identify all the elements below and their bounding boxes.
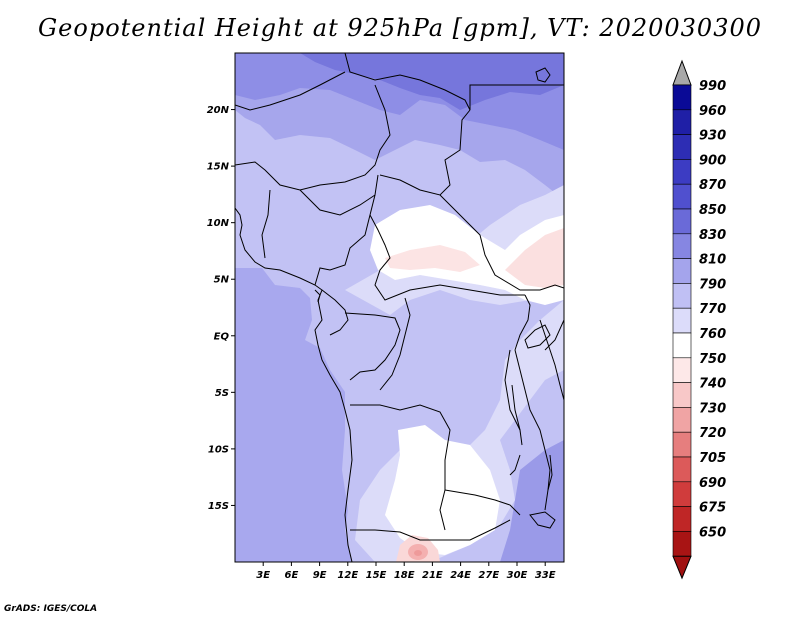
field-750-east <box>505 228 564 288</box>
lat-tick-label: 10N <box>207 218 230 229</box>
field-east-830 <box>500 440 564 562</box>
colorbar-swatch <box>672 481 692 507</box>
colorbar-label: 760 <box>699 327 726 342</box>
field-750-north <box>385 245 480 272</box>
map-title: Geopotential Height at 925hPa [gpm], VT:… <box>38 14 762 42</box>
longitude-axis: 3E 6E 9E 12E 15E 18E 21E 24E 27E 30E 33E <box>256 562 556 581</box>
colorbar-label: 770 <box>699 302 726 317</box>
field-north-850 <box>300 53 564 110</box>
lat-tick-label: 5S <box>215 388 229 399</box>
map-plot-area <box>235 53 564 562</box>
colorbar-swatch <box>672 258 692 284</box>
colorbar-label: 740 <box>699 377 726 392</box>
colorbar-label: 690 <box>699 476 726 491</box>
colorbar: 990 960 930 900 870 850 830 810 790 770 760 750 740 7… <box>672 59 726 580</box>
lon-tick-label: 18E <box>394 570 415 581</box>
colorbar-swatch <box>672 382 692 408</box>
colorbar-swatch <box>672 183 692 210</box>
colorbar-swatch <box>672 283 692 309</box>
grads-credit: GrADS: IGES/COLA <box>4 604 98 614</box>
lat-tick-label: 15N <box>207 162 230 173</box>
lon-tick-label: 12E <box>337 570 358 581</box>
colorbar-label: 650 <box>699 525 726 540</box>
lat-tick-label: 10S <box>208 444 229 455</box>
colorbar-swatch <box>672 431 692 458</box>
colorbar-swatch <box>672 109 692 135</box>
lon-tick-label: 6E <box>285 570 299 581</box>
field-730-spot <box>414 550 422 556</box>
colorbar-label: 790 <box>699 277 726 292</box>
colorbar-bottom-arrow <box>672 555 692 580</box>
colorbar-label: 850 <box>699 203 726 218</box>
colorbar-label: 870 <box>699 178 726 193</box>
lon-tick-label: 3E <box>256 570 270 581</box>
latitude-axis: 20N 15N 10N 5N EQ 5S 10S 15S <box>207 105 235 512</box>
lon-tick-label: 33E <box>535 570 556 581</box>
colorbar-swatch <box>672 332 692 359</box>
field-790-patch <box>425 312 470 380</box>
colorbar-swatch <box>672 357 692 383</box>
lat-tick-label: 5N <box>214 275 230 286</box>
colorbar-swatch <box>672 407 692 433</box>
colorbar-swatch <box>672 134 692 160</box>
colorbar-swatch <box>672 456 692 483</box>
colorbar-swatch <box>672 208 692 235</box>
colorbar-label: 830 <box>699 228 726 243</box>
field-ocean-810 <box>235 268 352 562</box>
field-760-south <box>385 425 500 555</box>
colorbar-label: 705 <box>699 451 726 466</box>
colorbar-swatch <box>672 531 692 557</box>
colorbar-swatch <box>672 159 692 185</box>
lon-tick-label: 27E <box>478 570 499 581</box>
colorbar-swatch <box>672 233 692 259</box>
colorbar-top-arrow <box>672 59 692 86</box>
lat-tick-label: 20N <box>207 105 230 116</box>
colorbar-label: 990 <box>699 79 726 94</box>
lat-tick-label: 15S <box>208 501 229 512</box>
lat-tick-label: EQ <box>214 331 230 342</box>
colorbar-swatch <box>672 307 692 334</box>
colorbar-label: 675 <box>699 501 726 516</box>
lon-tick-label: 30E <box>507 570 528 581</box>
colorbar-label: 900 <box>699 153 726 168</box>
colorbar-label: 730 <box>699 401 726 416</box>
colorbar-label: 750 <box>699 352 726 367</box>
colorbar-label: 930 <box>699 129 726 144</box>
lon-tick-label: 15E <box>366 570 387 581</box>
colorbar-label: 720 <box>699 426 726 441</box>
colorbar-swatch <box>672 506 692 532</box>
map-frame <box>234 52 565 563</box>
lon-tick-label: 24E <box>450 570 471 581</box>
lon-tick-label: 21E <box>422 570 443 581</box>
colorbar-label: 810 <box>699 253 726 268</box>
colorbar-label: 960 <box>699 104 726 119</box>
lon-tick-label: 9E <box>313 570 327 581</box>
coastlines-borders <box>235 53 564 562</box>
colorbar-swatch <box>672 84 692 111</box>
